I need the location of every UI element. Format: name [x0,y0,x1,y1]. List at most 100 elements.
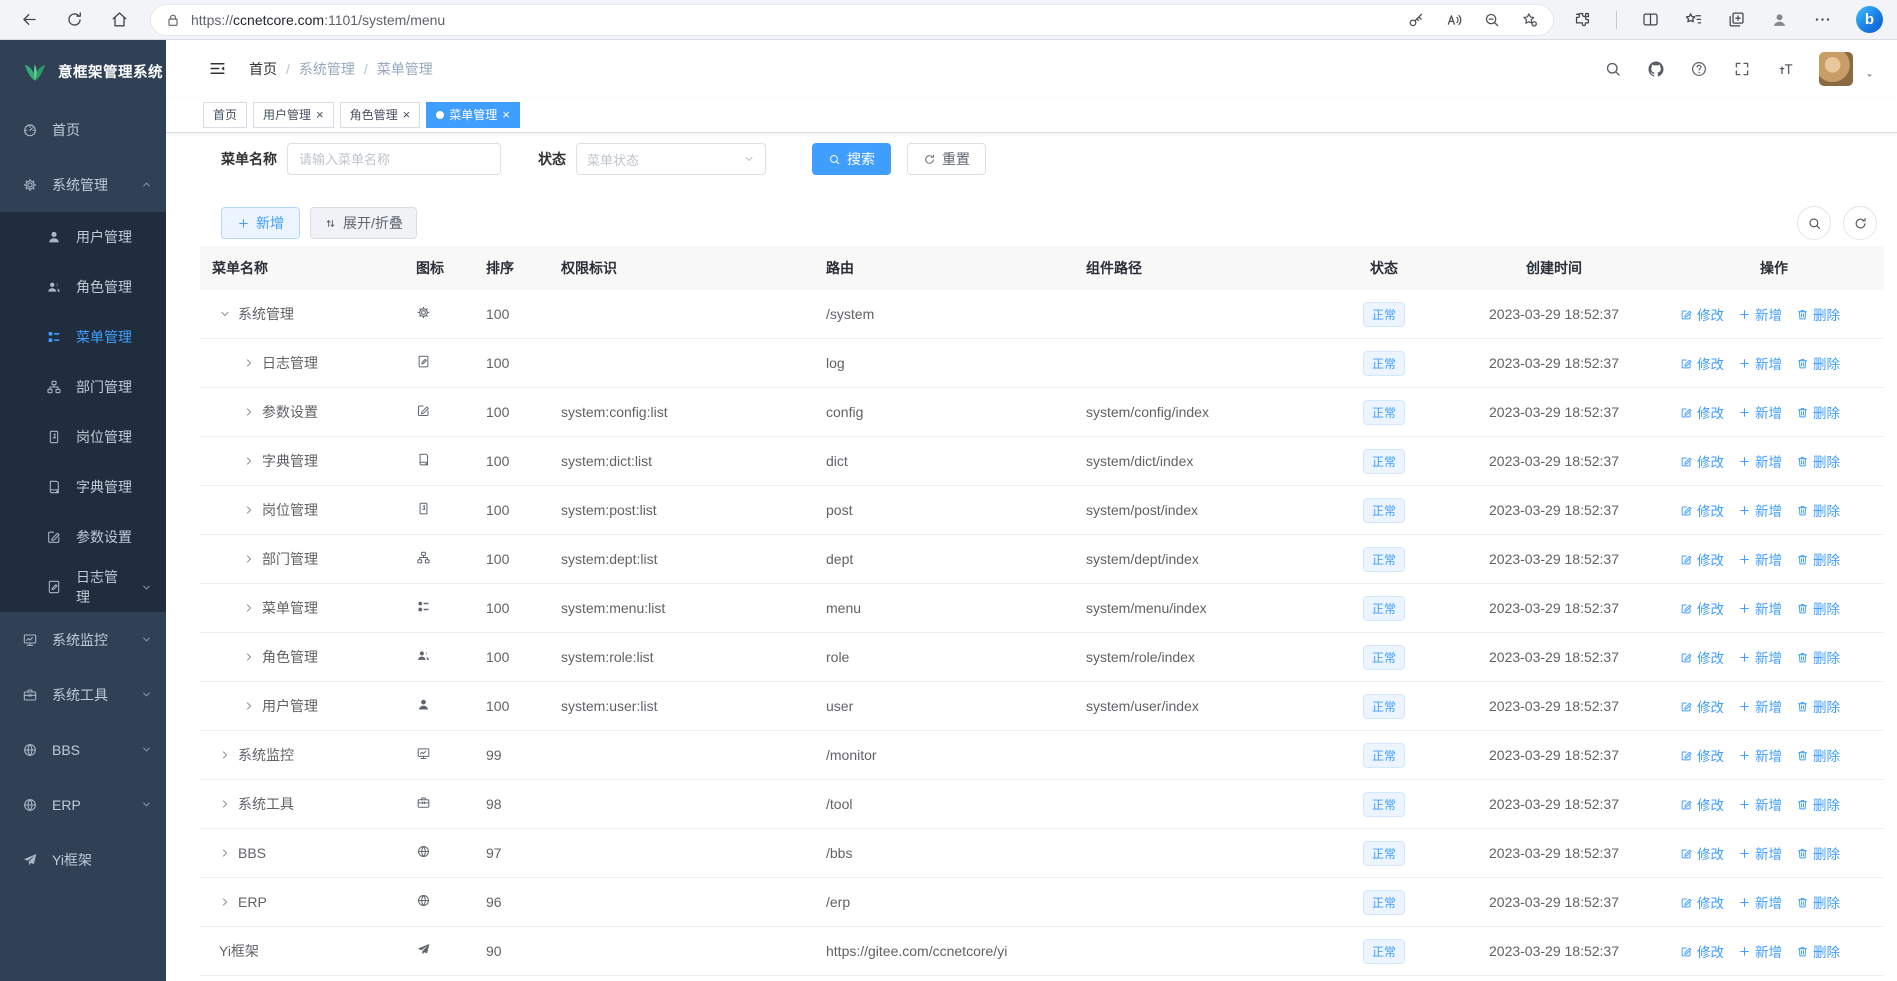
github-icon[interactable] [1647,60,1665,78]
delete-link[interactable]: 删除 [1796,794,1840,814]
password-key-icon[interactable] [1407,11,1425,29]
chev-right-icon[interactable] [243,553,255,565]
tab[interactable]: 首页 × [203,101,248,128]
modify-link[interactable]: 修改 [1680,647,1724,667]
tab-close-icon[interactable]: × [502,107,510,122]
chev-right-icon[interactable] [219,896,231,908]
sidebar-subitem[interactable]: 菜单管理 [0,312,166,362]
sidebar-item[interactable]: 系统管理 [0,157,166,212]
add-link[interactable]: 新增 [1738,647,1782,667]
sidebar-subitem[interactable]: 角色管理 [0,262,166,312]
bing-chat-icon[interactable]: b [1856,6,1883,33]
add-link[interactable]: 新增 [1738,549,1782,569]
extensions-icon[interactable] [1573,10,1592,29]
sidebar-item[interactable]: 系统监控 [0,612,166,667]
modify-link[interactable]: 修改 [1680,941,1724,961]
breadcrumb-item[interactable]: 系统管理 [298,60,355,77]
split-screen-icon[interactable] [1641,10,1660,29]
modify-link[interactable]: 修改 [1680,353,1724,373]
modify-link[interactable]: 修改 [1680,598,1724,618]
modify-link[interactable]: 修改 [1680,794,1724,814]
modify-link[interactable]: 修改 [1680,304,1724,324]
add-link[interactable]: 新增 [1738,794,1782,814]
modify-link[interactable]: 修改 [1680,696,1724,716]
tab[interactable]: 菜单管理 × [426,101,520,128]
modify-link[interactable]: 修改 [1680,451,1724,471]
chev-right-icon[interactable] [219,798,231,810]
font-size-icon[interactable] [1776,60,1794,78]
modify-link[interactable]: 修改 [1680,549,1724,569]
more-menu-icon[interactable] [1813,10,1832,29]
add-link[interactable]: 新增 [1738,402,1782,422]
delete-link[interactable]: 删除 [1796,402,1840,422]
delete-link[interactable]: 删除 [1796,892,1840,912]
expand-collapse-button[interactable]: 展开/折叠 [310,207,417,239]
add-link[interactable]: 新增 [1738,500,1782,520]
delete-link[interactable]: 删除 [1796,843,1840,863]
refresh-table-button[interactable] [1843,206,1877,240]
chev-right-icon[interactable] [243,700,255,712]
chev-right-icon[interactable] [243,504,255,516]
chev-down-icon[interactable] [219,308,231,320]
add-link[interactable]: 新增 [1738,451,1782,471]
tab[interactable]: 用户管理 × [253,101,334,128]
add-button[interactable]: 新增 [221,207,300,239]
help-icon[interactable] [1690,60,1708,78]
delete-link[interactable]: 删除 [1796,941,1840,961]
delete-link[interactable]: 删除 [1796,451,1840,471]
modify-link[interactable]: 修改 [1680,892,1724,912]
sidebar-item[interactable]: ERP [0,777,166,832]
delete-link[interactable]: 删除 [1796,549,1840,569]
menu-name-input[interactable] [287,143,501,175]
back-icon[interactable] [20,10,39,29]
chev-right-icon[interactable] [243,406,255,418]
reset-button[interactable]: 重置 [907,143,986,175]
sidebar-subitem[interactable]: 用户管理 [0,212,166,262]
chev-right-icon[interactable] [219,749,231,761]
home-icon[interactable] [110,10,129,29]
sidebar-item[interactable]: Yi框架 [0,832,166,887]
delete-link[interactable]: 删除 [1796,304,1840,324]
add-link[interactable]: 新增 [1738,598,1782,618]
add-link[interactable]: 新增 [1738,843,1782,863]
zoom-out-icon[interactable] [1483,11,1501,29]
delete-link[interactable]: 删除 [1796,598,1840,618]
modify-link[interactable]: 修改 [1680,402,1724,422]
delete-link[interactable]: 删除 [1796,745,1840,765]
delete-link[interactable]: 删除 [1796,647,1840,667]
delete-link[interactable]: 删除 [1796,500,1840,520]
favorites-icon[interactable] [1684,10,1703,29]
reload-icon[interactable] [65,10,84,29]
search-button[interactable]: 搜索 [812,143,891,175]
add-link[interactable]: 新增 [1738,304,1782,324]
chev-right-icon[interactable] [243,455,255,467]
add-link[interactable]: 新增 [1738,892,1782,912]
menu-fold-icon[interactable] [208,59,227,78]
sidebar-item[interactable]: 首页 [0,102,166,157]
add-link[interactable]: 新增 [1738,941,1782,961]
add-link[interactable]: 新增 [1738,353,1782,373]
status-select[interactable]: 菜单状态 [576,143,766,175]
fullscreen-icon[interactable] [1733,60,1751,78]
user-avatar[interactable] [1819,51,1853,86]
browser-profile-icon[interactable] [1770,10,1789,29]
modify-link[interactable]: 修改 [1680,500,1724,520]
lock-icon[interactable] [165,12,181,28]
add-favorite-icon[interactable] [1521,11,1539,29]
sidebar-item[interactable]: BBS [0,722,166,777]
avatar-caret-icon[interactable] [1864,70,1875,81]
tab-close-icon[interactable]: × [402,107,411,122]
header-search-icon[interactable] [1604,60,1622,78]
chev-right-icon[interactable] [243,357,255,369]
breadcrumb-item[interactable]: 菜单管理 [376,60,433,77]
chev-right-icon[interactable] [243,651,255,663]
sidebar-subitem[interactable]: 参数设置 [0,512,166,562]
delete-link[interactable]: 删除 [1796,696,1840,716]
add-link[interactable]: 新增 [1738,745,1782,765]
delete-link[interactable]: 删除 [1796,353,1840,373]
chev-right-icon[interactable] [243,602,255,614]
sidebar-subitem[interactable]: 日志管理 [0,562,166,612]
breadcrumb-item[interactable]: 首页 [249,60,277,77]
sidebar-item[interactable]: 系统工具 [0,667,166,722]
show-search-button[interactable] [1797,206,1831,240]
